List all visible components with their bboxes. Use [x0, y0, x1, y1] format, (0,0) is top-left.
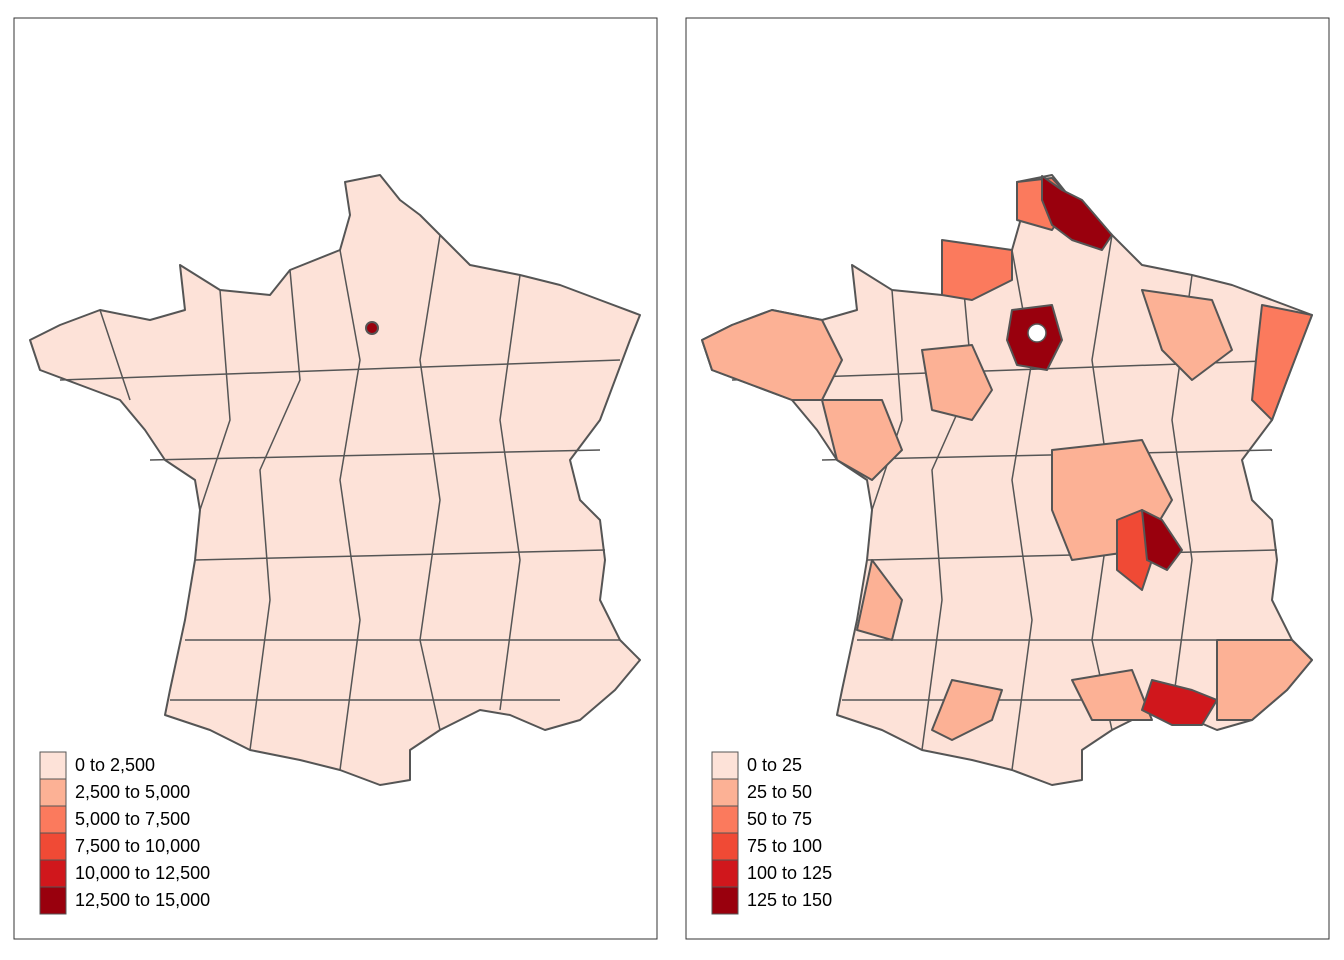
department-border	[149, 449, 601, 461]
legend-label: 7,500 to 10,000	[75, 836, 200, 856]
legend-swatch	[711, 886, 739, 915]
legend-swatch	[39, 886, 67, 915]
department-border	[99, 309, 131, 401]
legend-swatch	[711, 778, 739, 807]
legend-label: 2,500 to 5,000	[75, 782, 190, 802]
department-border	[821, 449, 1273, 461]
legend-swatch	[711, 805, 739, 834]
department	[941, 239, 1013, 301]
department-border	[199, 289, 231, 511]
department	[821, 399, 903, 481]
department	[931, 679, 1003, 741]
country	[29, 174, 641, 786]
department-border	[249, 269, 301, 751]
department-border	[499, 274, 521, 711]
legend-label: 25 to 50	[747, 782, 812, 802]
legend-label: 0 to 2,500	[75, 755, 155, 775]
legend-label: 75 to 100	[747, 836, 822, 856]
legend-swatch	[39, 751, 67, 780]
legend-label: 125 to 150	[747, 890, 832, 910]
department	[921, 344, 993, 421]
legend-label: 50 to 75	[747, 809, 812, 829]
department-border	[59, 359, 621, 381]
legend-swatch	[39, 832, 67, 861]
legend-label: 10,000 to 12,500	[75, 863, 210, 883]
legend-swatch	[39, 778, 67, 807]
department	[701, 309, 843, 401]
department-border	[921, 269, 973, 751]
legend-swatch	[39, 805, 67, 834]
map: 0 to 25 25 to 50 50 to 75 75 to 100 100 to 1…	[701, 174, 1313, 915]
department-border	[871, 289, 903, 511]
legend-swatch	[711, 751, 739, 780]
department	[1041, 175, 1113, 251]
legend-label: 100 to 125	[747, 863, 832, 883]
department	[1141, 289, 1233, 381]
department	[365, 321, 379, 335]
department-border	[419, 234, 441, 731]
legend-label: 5,000 to 7,500	[75, 809, 190, 829]
department-border	[339, 249, 361, 771]
department	[1141, 679, 1218, 726]
department	[1027, 323, 1047, 343]
department	[1251, 304, 1313, 421]
legend-swatch	[711, 859, 739, 888]
department	[1071, 669, 1153, 721]
department-border	[194, 549, 606, 561]
department	[1216, 639, 1313, 721]
legend-label: 0 to 25	[747, 755, 802, 775]
panel-frame	[13, 17, 658, 940]
map: 0 to 2,500 2,500 to 5,000 5,000 to 7,500 7,…	[29, 174, 641, 915]
legend-swatch	[711, 832, 739, 861]
legend-label: 12,500 to 15,000	[75, 890, 210, 910]
panel-frame	[685, 17, 1330, 940]
legend-swatch	[39, 859, 67, 888]
department	[856, 559, 903, 641]
department	[1141, 509, 1183, 571]
